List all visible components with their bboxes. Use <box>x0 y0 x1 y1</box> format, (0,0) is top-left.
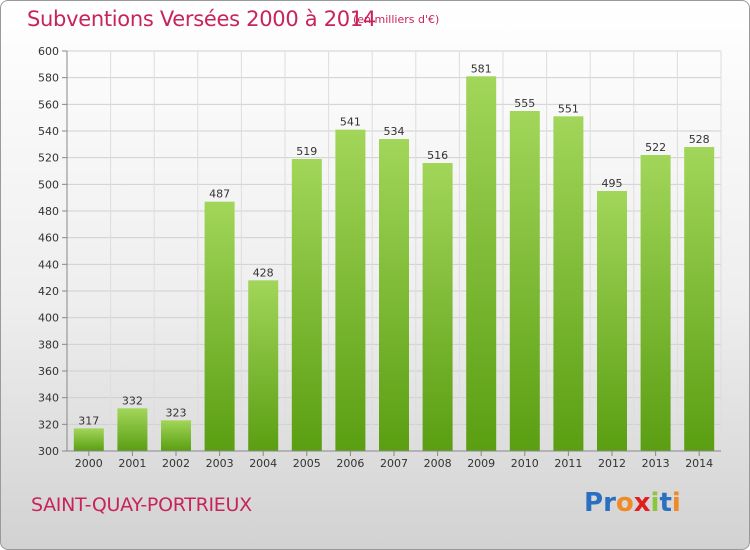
x-tick-label: 2013 <box>642 457 670 470</box>
y-tick-label: 360 <box>38 365 59 378</box>
y-tick-label: 380 <box>38 338 59 351</box>
value-label: 528 <box>689 133 710 146</box>
y-tick-label: 420 <box>38 285 59 298</box>
x-tick-label: 2006 <box>336 457 364 470</box>
y-tick-label: 520 <box>38 152 59 165</box>
logo-letter: P <box>584 488 604 518</box>
value-label: 555 <box>514 97 535 110</box>
x-tick-label: 2008 <box>424 457 452 470</box>
bar-2008 <box>422 163 453 451</box>
value-label: 487 <box>209 188 230 201</box>
logo-letter: i <box>650 488 660 518</box>
labels: 300 320 340 360 380 400 420 440 460 480 500 520 540 5… <box>38 45 713 470</box>
x-tick-label: 2000 <box>75 457 103 470</box>
y-tick-label: 340 <box>38 392 59 405</box>
bar-2006 <box>335 129 366 451</box>
bars <box>73 76 715 451</box>
x-tick-label: 2007 <box>380 457 408 470</box>
value-label: 428 <box>253 266 274 279</box>
y-tick-label: 300 <box>38 445 59 458</box>
x-tick-label: 2009 <box>467 457 495 470</box>
y-tick-label: 480 <box>38 205 59 218</box>
x-tick-label: 2002 <box>162 457 190 470</box>
value-label: 551 <box>558 102 579 115</box>
bar-2014 <box>684 147 715 451</box>
bar-2005 <box>291 159 322 451</box>
x-tick-label: 2003 <box>206 457 234 470</box>
value-label: 519 <box>296 145 317 158</box>
y-tick-label: 540 <box>38 125 59 138</box>
x-tick-label: 2010 <box>511 457 539 470</box>
y-tick-label: 400 <box>38 312 59 325</box>
bar-2002 <box>161 420 191 451</box>
axes <box>62 50 721 456</box>
bar-2004 <box>248 280 279 451</box>
logo-letter: o <box>615 488 634 518</box>
value-label: 332 <box>122 394 143 407</box>
y-tick-label: 580 <box>38 72 59 85</box>
x-tick-label: 2014 <box>685 457 713 470</box>
value-label: 581 <box>471 62 492 75</box>
proxiti-logo: Proxiti <box>584 488 681 518</box>
bar-2000 <box>73 428 104 451</box>
x-tick-label: 2004 <box>249 457 277 470</box>
value-label: 323 <box>166 406 187 419</box>
bar-2001 <box>117 408 148 451</box>
y-tick-label: 320 <box>38 418 59 431</box>
bar-2010 <box>509 111 540 451</box>
unit-note: (en milliers d'€) <box>353 13 440 26</box>
value-label: 522 <box>645 141 666 154</box>
y-tick-label: 500 <box>38 178 59 191</box>
y-tick-label: 600 <box>38 45 59 58</box>
commune-name: SAINT-QUAY-PORTRIEUX <box>31 494 252 516</box>
bar-2003 <box>204 201 235 451</box>
x-tick-label: 2012 <box>598 457 626 470</box>
x-tick-label: 2005 <box>293 457 321 470</box>
value-label: 534 <box>384 125 405 138</box>
value-label: 495 <box>602 177 623 190</box>
logo-letter: x <box>633 488 651 518</box>
logo-letter: t <box>659 488 672 518</box>
value-label: 541 <box>340 116 361 129</box>
bar-2007 <box>379 139 409 451</box>
bar-2012 <box>597 191 627 451</box>
x-tick-label: 2001 <box>118 457 146 470</box>
bar-2013 <box>640 155 671 451</box>
value-label: 516 <box>427 149 448 162</box>
y-tick-label: 460 <box>38 232 59 245</box>
value-label: 317 <box>78 414 99 427</box>
bar-2009 <box>466 76 497 451</box>
x-tick-label: 2011 <box>554 457 582 470</box>
y-tick-label: 440 <box>38 258 59 271</box>
chart-title: Subventions Versées 2000 à 2014 <box>27 7 376 31</box>
logo-letter: r <box>603 488 616 518</box>
y-tick-label: 560 <box>38 98 59 111</box>
logo-letter: i <box>671 488 681 518</box>
bar-2011 <box>553 116 584 451</box>
